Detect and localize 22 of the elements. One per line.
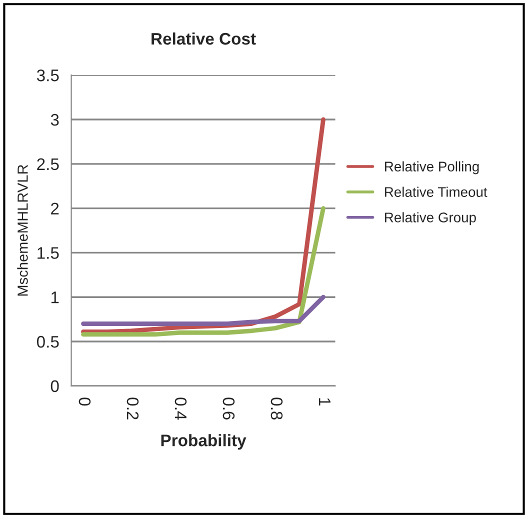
- x-axis-title: Probability: [161, 434, 246, 450]
- x-tick-label: 0: [78, 398, 91, 406]
- chart-title: Relative Cost: [152, 32, 256, 45]
- x-tick-label: 0.8: [270, 398, 283, 420]
- x-tick-label: 0.4: [174, 398, 187, 420]
- legend-label: Relative Timeout: [385, 186, 488, 197]
- legend-label: Relative Polling: [385, 161, 479, 174]
- line-series: [81, 294, 326, 326]
- x-tick-label: 0.2: [126, 398, 139, 420]
- x-tick-label: 1: [318, 398, 330, 406]
- y-tick-label: 1: [51, 292, 59, 304]
- y-tick-label: 2: [51, 202, 59, 214]
- x-tick-label: 0.6: [222, 398, 235, 420]
- y-axis-title: MschemeMHLRVLR: [17, 164, 28, 296]
- y-tick-label: 0: [50, 380, 59, 392]
- y-tick-label: 3: [50, 114, 59, 126]
- y-tick-label: 2.5: [37, 158, 59, 170]
- y-tick-label: 0.5: [36, 336, 59, 348]
- y-tick-label: 1.5: [38, 247, 59, 259]
- line-series: [81, 206, 326, 337]
- y-tick-label: 3.5: [36, 70, 59, 82]
- legend-label: Relative Group: [385, 212, 476, 226]
